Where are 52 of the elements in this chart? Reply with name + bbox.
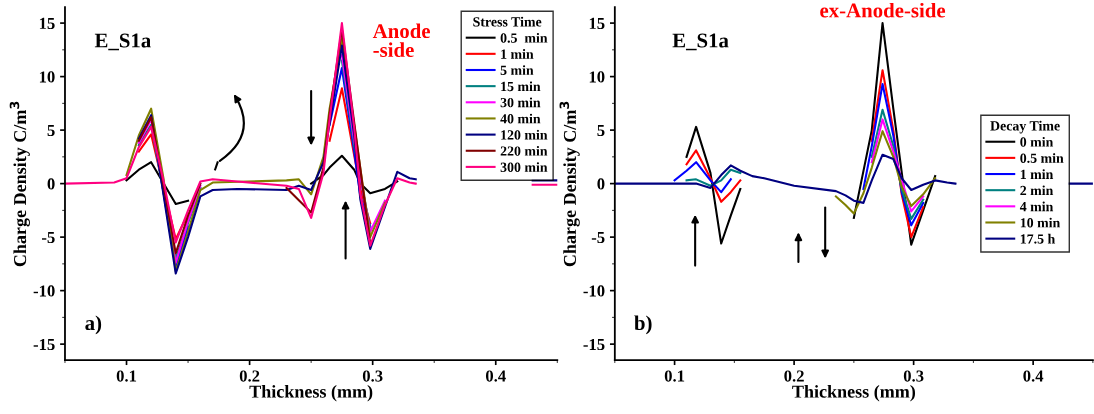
y-tick-label: 10 [589,71,605,83]
x-tick-label: 0.1 [116,370,137,382]
legend-label: 10 min [1020,217,1061,228]
annotation: b) [634,315,652,335]
x-tick-label: 0.4 [485,370,506,382]
annotation: a) [85,315,102,335]
legend-label: 0.5 min [500,32,548,43]
legend-label: 15 min [501,81,541,92]
y-tick-label: 0 [47,178,55,190]
legend-label: 300 min [500,162,548,172]
y-axis-title: Charge Density C/m$^{3}$ [559,101,580,267]
line-series [834,130,937,215]
y-tick-label: 0 [597,178,605,190]
legend-label: 120 min [501,129,548,140]
x-tick-label: 0.2 [239,370,260,382]
annotation: E_S1a [94,33,151,51]
x-tick-label: 0.1 [664,370,685,382]
y-tick-label: 5 [597,124,605,137]
y-tick-label: -5 [591,231,605,244]
legend-title: Stress Time [473,16,542,27]
legend-label: 5 min [500,65,534,75]
x-tick-label: 0.3 [362,370,383,382]
x-tick-label: 0.2 [784,370,804,382]
line-series [870,118,925,213]
legend-label: 0.5 min [1020,153,1064,163]
legend-label: 2 min [1020,185,1054,196]
annotation: ex-Anode-side [820,2,946,18]
y-tick-label: 10 [39,71,55,83]
legend-label: 40 min [500,113,541,124]
y-axis-title: Charge Density C/m$^{3}$ [9,101,30,267]
legend-label: 1 min [1020,169,1054,179]
y-tick-label: 15 [39,17,55,30]
legend-label: 0 min [1020,136,1054,147]
x-axis-title: Thickness (mm) [249,385,373,402]
y-tick-label: 5 [47,124,55,137]
x-tick-label: 0.3 [903,370,924,382]
y-tick-label: 15 [589,17,605,30]
legend-label: 17.5 h [1020,233,1056,244]
x-axis-title: Thickness (mm) [792,385,916,402]
x-tick-label: 0.4 [1023,370,1044,382]
legend-label: 1 min [501,49,534,59]
y-tick-label: -5 [41,231,55,244]
legend-label: 220 min [500,145,548,156]
y-tick-label: -15 [583,338,605,351]
annotation: Anode -side [372,23,431,58]
y-tick-label: -10 [33,285,55,297]
legend-label: 4 min [1019,201,1054,212]
y-tick-label: -15 [33,338,55,351]
legend-title: Decay Time [990,120,1060,134]
y-tick-label: -10 [583,285,605,297]
annotation: E_S1a [672,33,729,51]
legend-label: 30 min [500,97,541,108]
